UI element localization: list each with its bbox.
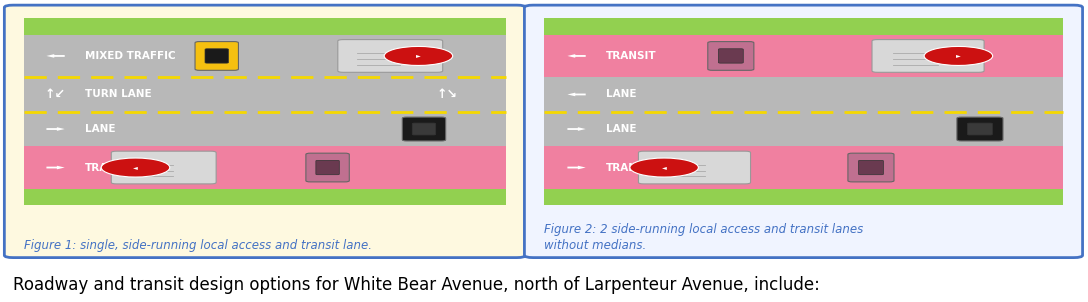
Text: ◄: ◄ (133, 165, 138, 170)
Circle shape (924, 47, 992, 66)
Text: LANE: LANE (85, 124, 115, 134)
FancyBboxPatch shape (708, 42, 754, 70)
Bar (544, 18, 1063, 35)
FancyBboxPatch shape (639, 151, 751, 184)
Polygon shape (47, 127, 64, 131)
Text: TURN LANE: TURN LANE (85, 89, 151, 99)
FancyBboxPatch shape (337, 40, 443, 72)
Bar (24, 18, 506, 35)
FancyBboxPatch shape (718, 49, 743, 63)
Bar (544, 189, 1063, 205)
Bar (24, 77, 506, 112)
Bar (24, 189, 506, 205)
FancyBboxPatch shape (412, 123, 435, 135)
FancyBboxPatch shape (4, 5, 526, 258)
Text: ↑↙: ↑↙ (45, 88, 65, 101)
FancyBboxPatch shape (195, 42, 238, 70)
Bar (544, 77, 1063, 112)
FancyBboxPatch shape (848, 153, 894, 182)
Bar (544, 112, 1063, 146)
FancyBboxPatch shape (858, 160, 883, 175)
FancyBboxPatch shape (524, 5, 1083, 258)
Polygon shape (568, 166, 585, 169)
Polygon shape (47, 54, 64, 58)
Polygon shape (568, 93, 585, 96)
FancyBboxPatch shape (403, 117, 446, 141)
Bar (24, 112, 506, 146)
FancyBboxPatch shape (306, 153, 349, 182)
Text: TRANSIT: TRANSIT (606, 51, 656, 61)
Text: ↑↘: ↑↘ (436, 88, 458, 101)
Text: Figure 1: single, side-running local access and transit lane.: Figure 1: single, side-running local acc… (24, 239, 372, 252)
Polygon shape (568, 127, 585, 131)
FancyBboxPatch shape (316, 160, 339, 175)
Text: TRANSIT: TRANSIT (85, 162, 136, 172)
Bar (24, 35, 506, 77)
Text: Figure 2: 2 side-running local access and transit lanes
without medians.: Figure 2: 2 side-running local access an… (544, 223, 863, 252)
Bar (544, 35, 1063, 77)
FancyBboxPatch shape (205, 49, 228, 63)
Text: TRANSIT: TRANSIT (606, 162, 656, 172)
Text: MIXED TRAFFIC: MIXED TRAFFIC (85, 51, 175, 61)
Circle shape (384, 47, 453, 66)
Circle shape (630, 158, 698, 177)
Text: ►: ► (416, 53, 421, 59)
Text: LANE: LANE (606, 124, 636, 134)
FancyBboxPatch shape (957, 117, 1003, 141)
Bar (544, 146, 1063, 189)
Polygon shape (47, 166, 64, 169)
Bar (24, 146, 506, 189)
Text: Roadway and transit design options for White Bear Avenue, north of Larpenteur Av: Roadway and transit design options for W… (13, 276, 820, 294)
FancyBboxPatch shape (871, 40, 984, 72)
Text: ►: ► (956, 53, 961, 59)
Text: ◄: ◄ (662, 165, 667, 170)
Circle shape (101, 158, 170, 177)
FancyBboxPatch shape (111, 151, 217, 184)
FancyBboxPatch shape (967, 123, 992, 135)
Text: LANE: LANE (606, 89, 636, 99)
Polygon shape (568, 54, 585, 58)
